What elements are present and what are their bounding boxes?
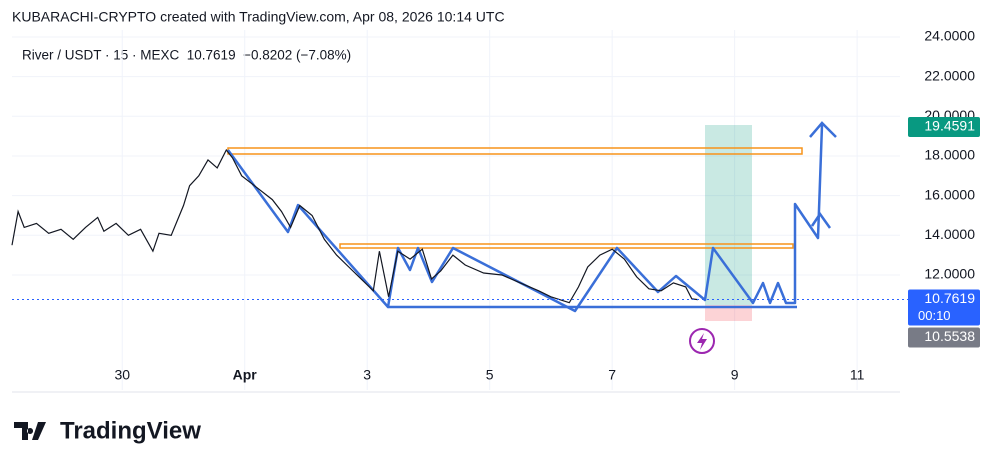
x-tick-label: 5 <box>486 367 494 383</box>
logo-mark <box>14 422 46 440</box>
plot <box>11 148 908 304</box>
chart-title: KUBARACHI-CRYPTO created with TradingVie… <box>12 9 505 25</box>
x-tick-label: 11 <box>850 367 865 383</box>
price-label-box <box>908 117 980 138</box>
price-line <box>11 148 698 304</box>
chart-subtitle: River / USDT · 15 · MEXC 10.7619 −0.8202… <box>22 48 351 63</box>
price-label-box <box>908 327 980 348</box>
x-tick-label: 9 <box>731 367 739 383</box>
alert-icon-bolt <box>697 333 707 350</box>
x-tick-label: 3 <box>363 367 371 383</box>
y-tick-label: 22.0000 <box>924 67 975 83</box>
y-tick-label: 16.0000 <box>924 186 975 202</box>
profit-zone <box>705 125 752 305</box>
price-label: 10.5538 <box>924 328 975 344</box>
y-tick-label: 24.0000 <box>924 28 975 44</box>
logo-text: TradingView <box>60 417 201 444</box>
y-tick-label: 14.0000 <box>924 226 975 242</box>
range-box <box>339 243 794 249</box>
y-tick-label: 12.0000 <box>924 266 975 282</box>
x-tick-label: Apr <box>233 367 258 383</box>
price-label: 19.4591 <box>924 118 975 134</box>
drawings <box>226 121 837 354</box>
price-label-box <box>908 289 980 326</box>
loss-zone <box>705 305 752 321</box>
grid <box>12 30 900 390</box>
x-tick-label: 7 <box>608 367 616 383</box>
price-label: 10.7619 <box>924 290 975 306</box>
arrow-head <box>810 211 832 229</box>
x-tick-label: 30 <box>114 367 130 383</box>
y-tick-label: 18.0000 <box>924 147 975 163</box>
countdown: 00:10 <box>918 308 951 323</box>
logo: TradingView <box>14 417 201 444</box>
arrow-head <box>809 121 837 138</box>
